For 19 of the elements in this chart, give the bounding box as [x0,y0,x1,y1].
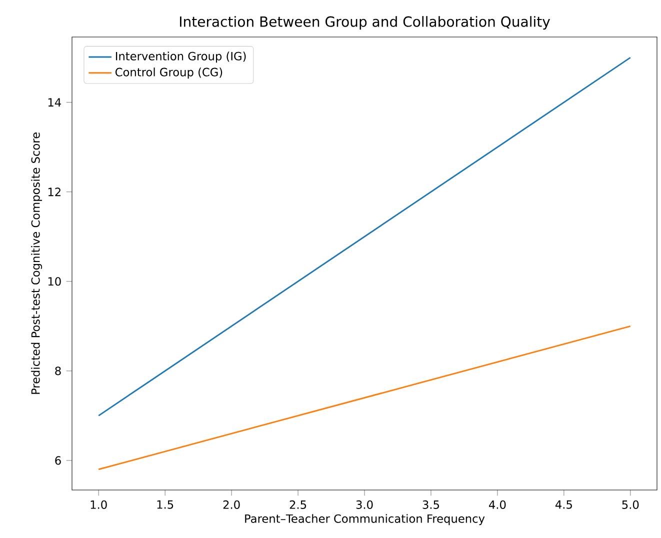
y-tick-label: 14 [48,98,61,106]
x-tick-label: 1.5 [157,500,174,509]
y-tick-label: 12 [48,188,60,196]
chart-title: Interaction Between Group and Collaboration Quality [180,16,550,30]
y-tick-label: 6 [55,456,61,465]
x-tick-label: 3.0 [356,500,373,509]
y-tick-label: 10 [48,277,61,286]
legend-label: Intervention Group (IG) [116,52,246,63]
x-tick-label: 1.0 [90,500,107,509]
x-tick-label: 4.5 [555,500,572,509]
x-axis-title: Parent–Teacher Communication Frequency [245,514,485,526]
x-tick-label: 2.0 [223,500,240,509]
x-tick-label: 4.0 [488,500,506,509]
legend-label: Control Group (CG) [115,68,222,79]
y-tick-label: 8 [55,366,61,376]
x-tick-label: 3.5 [422,500,439,509]
x-tick-label: 2.5 [290,500,306,509]
x-tick-label: 5.0 [622,500,639,509]
y-axis-title: Predicted Post-test Cognitive Composite Score [31,132,42,394]
